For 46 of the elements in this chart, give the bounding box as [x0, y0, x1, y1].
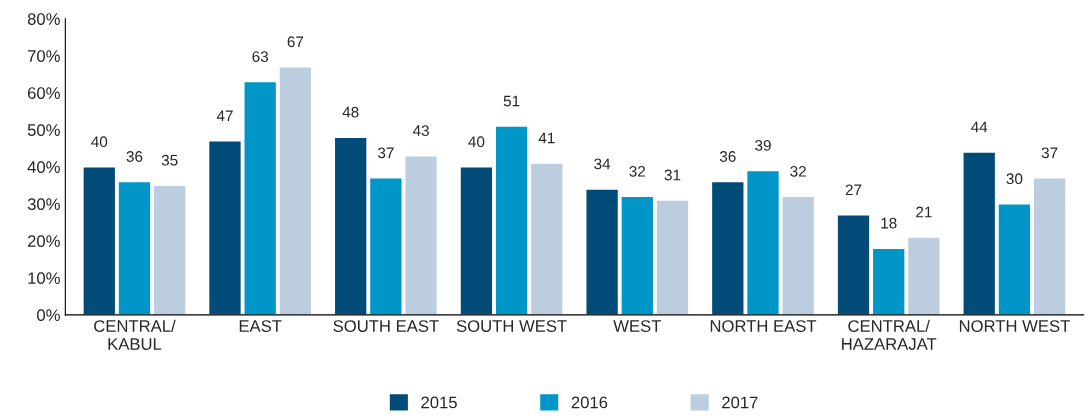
- data-label: 31: [664, 169, 681, 181]
- data-label: 41: [538, 132, 555, 144]
- y-tick-label: 80%: [27, 13, 60, 25]
- x-tick-label: EAST: [239, 320, 282, 332]
- bar: [1032, 177, 1067, 315]
- x-tick-label: SOUTH WEST: [456, 320, 567, 332]
- y-tick-label: 0%: [37, 309, 60, 322]
- data-label: 36: [126, 151, 143, 162]
- data-label: 37: [377, 147, 394, 159]
- data-label: 48: [342, 106, 359, 118]
- legend-label: 2015: [421, 396, 457, 409]
- y-tick-label: 60%: [27, 87, 60, 99]
- bar: [459, 166, 494, 315]
- data-label: 51: [503, 95, 520, 107]
- x-tick-label: WEST: [613, 320, 661, 332]
- y-tick-label: 30%: [27, 198, 60, 211]
- data-label: 44: [971, 121, 988, 133]
- data-label: 32: [790, 165, 806, 177]
- y-tick-label: 40%: [27, 161, 60, 173]
- data-label: 32: [629, 165, 646, 177]
- data-label: 35: [161, 154, 178, 166]
- data-label: 67: [287, 36, 304, 48]
- x-tick-label: NORTH WEST: [959, 320, 1070, 332]
- data-label: 40: [468, 136, 485, 148]
- data-label: 43: [412, 125, 429, 137]
- data-label: 36: [719, 151, 736, 162]
- data-label: 39: [755, 140, 771, 151]
- legend-label: 2017: [722, 396, 758, 409]
- data-label: 63: [252, 51, 269, 62]
- data-label: 40: [91, 136, 108, 148]
- data-label: 47: [216, 110, 233, 122]
- y-tick-label: 70%: [27, 50, 60, 62]
- data-label: 21: [916, 206, 932, 218]
- data-label: 18: [881, 217, 897, 229]
- y-tick-label: 20%: [27, 235, 60, 248]
- data-label: 34: [594, 158, 611, 170]
- x-tick-label: SOUTH EAST: [333, 320, 439, 332]
- data-label: 27: [845, 184, 862, 196]
- x-tick-label: CENTRAL/ KABUL: [94, 319, 176, 350]
- y-tick-label: 50%: [27, 124, 60, 136]
- data-label: 37: [1041, 147, 1058, 159]
- x-tick-label: NORTH EAST: [710, 320, 817, 332]
- y-tick-label: 10%: [28, 272, 60, 285]
- data-label: 30: [1006, 173, 1023, 185]
- x-tick-label: CENTRAL/ HAZARAJAT: [842, 319, 937, 350]
- legend-label: 2016: [571, 396, 608, 409]
